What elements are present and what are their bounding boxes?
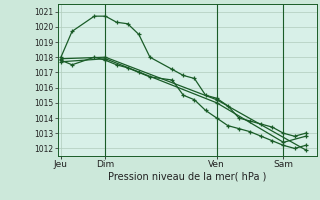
X-axis label: Pression niveau de la mer( hPa ): Pression niveau de la mer( hPa )	[108, 172, 266, 182]
